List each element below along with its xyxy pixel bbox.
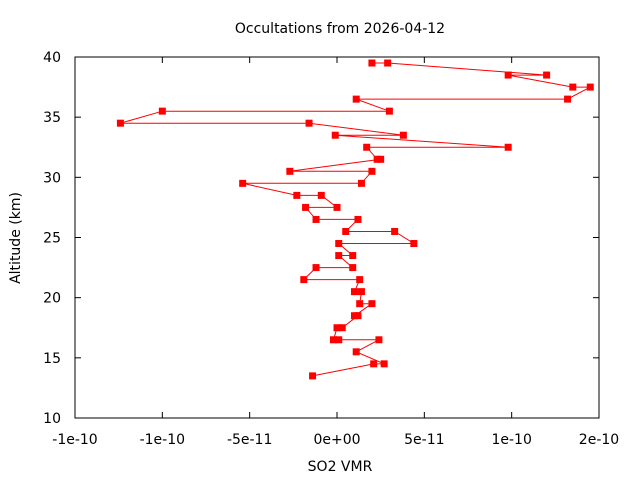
data-point <box>354 215 362 223</box>
data-point <box>331 131 339 139</box>
y-tick-label: 15 <box>43 351 61 367</box>
data-point <box>399 131 407 139</box>
axis-ticks <box>74 56 600 419</box>
data-point <box>356 300 364 308</box>
axis-tick-labels: -1e-10 -1e-10 -5e-11 0e+00 5e-11 1e-10 2e-10 10… <box>43 50 619 448</box>
data-point <box>293 191 301 199</box>
data-point <box>158 107 166 115</box>
data-point <box>375 336 383 344</box>
x-tick-label: 1e-10 <box>491 432 531 448</box>
data-point <box>333 324 341 332</box>
data-point <box>116 119 124 127</box>
data-point <box>368 167 376 175</box>
data-point <box>309 372 317 380</box>
x-tick-label: 0e+00 <box>313 432 360 448</box>
data-point <box>357 288 365 296</box>
x-axis-label: SO2 VMR <box>308 459 373 475</box>
y-tick-label: 35 <box>43 110 61 126</box>
data-point <box>586 83 594 91</box>
data-point <box>305 119 313 127</box>
data-point <box>504 143 512 151</box>
data-point <box>239 179 247 187</box>
data-point <box>363 143 371 151</box>
y-tick-label: 40 <box>43 50 61 66</box>
data-point <box>370 360 378 368</box>
data-point <box>350 312 358 320</box>
data-point <box>349 264 357 272</box>
data-point <box>385 107 393 115</box>
data-point <box>349 252 357 260</box>
data-point <box>335 240 343 248</box>
y-tick-label: 10 <box>43 411 61 427</box>
y-tick-label: 25 <box>43 231 61 247</box>
data-point <box>384 59 392 67</box>
data-point <box>350 288 358 296</box>
data-point <box>312 215 320 223</box>
data-point <box>373 155 381 163</box>
data-point <box>302 203 310 211</box>
data-point <box>391 227 399 235</box>
chart-title: Occultations from 2026-04-12 <box>235 21 445 37</box>
data-point <box>342 227 350 235</box>
data-point <box>352 348 360 356</box>
data-point <box>569 83 577 91</box>
data-point <box>410 240 418 248</box>
data-point <box>312 264 320 272</box>
x-tick-label: 5e-11 <box>404 432 444 448</box>
x-tick-label: 2e-10 <box>579 432 619 448</box>
data-point <box>543 71 551 79</box>
data-point <box>330 336 338 344</box>
y-axis-label: Altitude (km) <box>8 192 24 284</box>
y-tick-label: 30 <box>43 170 61 186</box>
data-point <box>352 95 360 103</box>
x-tick-label: -1e-10 <box>52 432 97 448</box>
y-tick-label: 20 <box>43 291 61 307</box>
data-point <box>333 203 341 211</box>
data-point <box>356 276 364 284</box>
data-point <box>286 167 294 175</box>
data-point <box>564 95 572 103</box>
data-point <box>504 71 512 79</box>
series-group <box>116 59 594 380</box>
data-point <box>338 324 346 332</box>
data-point <box>380 360 388 368</box>
data-point <box>368 59 376 67</box>
data-point <box>317 191 325 199</box>
x-tick-label: -1e-10 <box>140 432 185 448</box>
data-point <box>335 336 343 344</box>
data-point <box>335 252 343 260</box>
data-point <box>368 300 376 308</box>
data-point <box>357 179 365 187</box>
x-tick-label: -5e-11 <box>227 432 272 448</box>
data-point <box>300 276 308 284</box>
